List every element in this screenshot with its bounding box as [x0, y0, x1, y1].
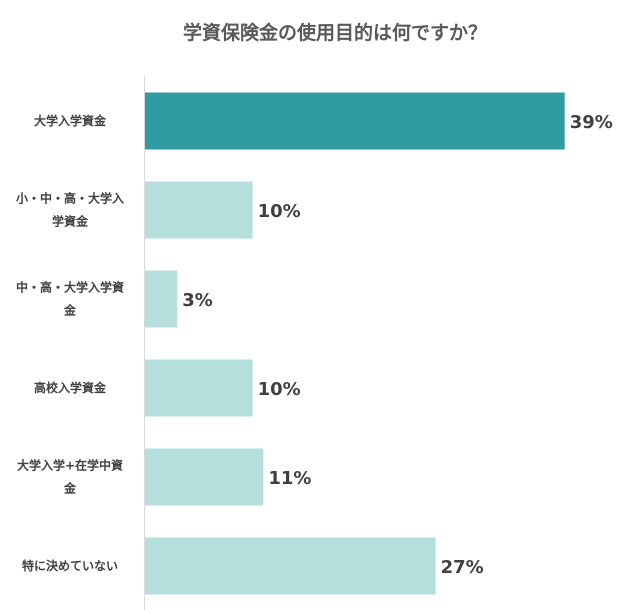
bar-6 — [145, 537, 436, 595]
category-label-6: 特に決めていない — [22, 558, 118, 573]
category-labels: 大学入学資金小・中・高・大学入学資金中・高・大学入学資金高校入学資金大学入学+在… — [16, 113, 124, 573]
category-label-1: 大学入学資金 — [34, 113, 107, 128]
category-label-2: 小・中・高・大学入学資金 — [16, 191, 124, 229]
bar-5 — [145, 448, 264, 506]
category-label-3-line-1: 中・高・大学入学資 — [16, 280, 124, 295]
category-label-5-line-2: 金 — [63, 481, 77, 496]
category-label-4-line-1: 高校入学資金 — [34, 380, 107, 395]
value-label-5: 11% — [268, 468, 311, 489]
value-labels: 39% 10% 3% 10% 11% 27% — [182, 112, 613, 578]
category-label-2-line-2: 学資金 — [52, 214, 89, 229]
category-label-3-line-2: 金 — [63, 303, 77, 318]
category-label-6-line-1: 特に決めていない — [22, 558, 118, 573]
category-label-5-line-1: 大学入学+在学中資 — [17, 458, 123, 473]
bar-1 — [145, 92, 565, 150]
bar-2 — [145, 181, 253, 239]
category-label-1-line-1: 大学入学資金 — [34, 113, 107, 128]
category-label-4: 高校入学資金 — [34, 380, 107, 395]
value-label-3: 3% — [182, 290, 213, 311]
bars — [145, 92, 565, 595]
value-label-1: 39% — [570, 112, 613, 133]
category-label-2-line-1: 小・中・高・大学入 — [16, 191, 124, 206]
bar-4 — [145, 359, 253, 417]
category-label-3: 中・高・大学入学資金 — [16, 280, 124, 318]
value-label-6: 27% — [441, 557, 484, 578]
value-label-2: 10% — [258, 201, 301, 222]
value-label-4: 10% — [258, 379, 301, 400]
category-label-5: 大学入学+在学中資金 — [17, 458, 123, 496]
chart-title: 学資保険金の使用目的は何ですか？ — [183, 21, 487, 44]
bar-3 — [145, 270, 178, 328]
